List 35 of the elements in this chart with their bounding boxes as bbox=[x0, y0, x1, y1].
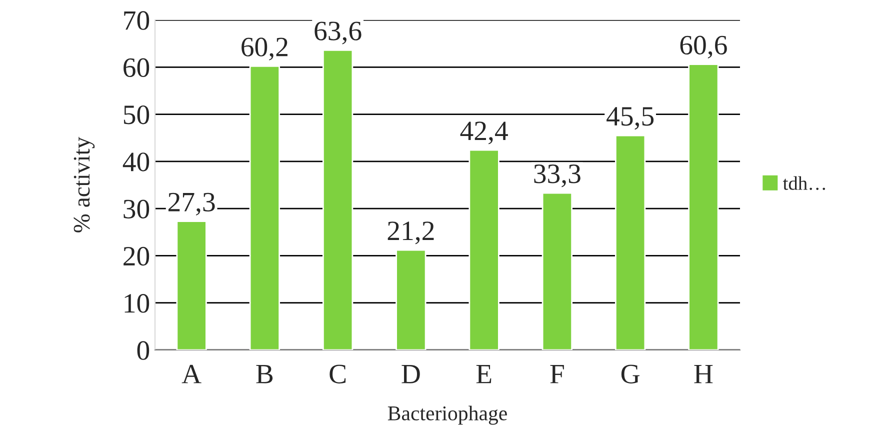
x-axis-title: Bacteriophage bbox=[388, 406, 507, 425]
bar bbox=[176, 220, 207, 350]
data-label: 21,2 bbox=[388, 222, 434, 244]
y-tick-label: 20 bbox=[124, 246, 150, 266]
bar bbox=[249, 66, 280, 350]
data-label: 27,3 bbox=[168, 192, 215, 216]
x-tick-label: F bbox=[550, 364, 564, 384]
y-tick-label: 50 bbox=[124, 105, 150, 124]
x-tick-label: D bbox=[402, 364, 420, 384]
bar bbox=[688, 64, 719, 350]
y-tick-label: 40 bbox=[122, 152, 150, 172]
legend-label: tdh… bbox=[782, 176, 826, 190]
x-tick-label: H bbox=[694, 364, 713, 384]
x-tick-label: A bbox=[182, 364, 202, 384]
y-tick-label: 10 bbox=[124, 294, 150, 313]
y-tick-label: 0 bbox=[137, 341, 150, 360]
data-label: 42,4 bbox=[460, 122, 508, 144]
bar bbox=[468, 149, 500, 350]
y-tick-label: 60 bbox=[124, 58, 150, 78]
bar bbox=[396, 249, 426, 350]
bar bbox=[614, 134, 646, 350]
data-label: 63,6 bbox=[314, 22, 362, 44]
y-axis-title: % activity bbox=[74, 136, 95, 232]
x-tick-label: C bbox=[330, 364, 346, 384]
data-label: 60,6 bbox=[680, 36, 727, 59]
x-tick-label: B bbox=[256, 364, 273, 384]
y-tick-label: 70 bbox=[124, 11, 150, 30]
data-label: 60,2 bbox=[242, 38, 288, 60]
y-tick-label: 30 bbox=[124, 200, 150, 218]
x-tick-label: E bbox=[476, 364, 492, 384]
data-label: 45,5 bbox=[606, 107, 654, 130]
bar bbox=[542, 192, 573, 350]
data-label: 33,3 bbox=[534, 164, 580, 188]
bar bbox=[322, 49, 354, 350]
x-tick-label: G bbox=[621, 364, 640, 384]
